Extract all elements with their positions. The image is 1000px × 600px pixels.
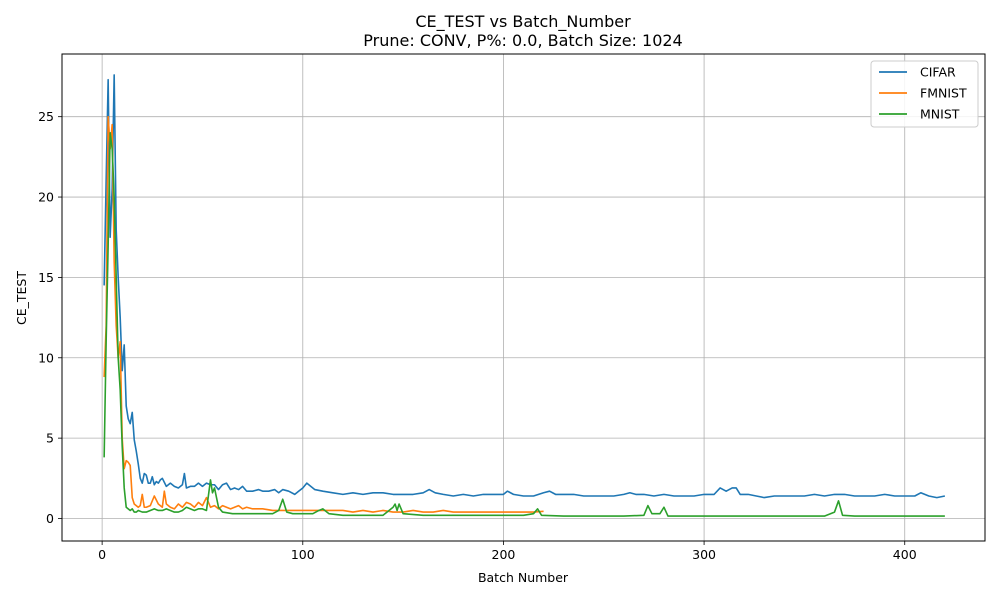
x-tick-label: 300 [692,547,716,562]
x-tick-label: 0 [98,547,106,562]
chart-title: CE_TEST vs Batch_Number [415,12,631,32]
legend-label-cifar: CIFAR [920,65,956,80]
legend: CIFAR FMNIST MNIST [870,60,979,128]
legend-label-mnist: MNIST [920,107,960,122]
x-axis-label: Batch Number [478,570,569,585]
x-tick-label: 100 [291,547,315,562]
x-tick-label: 400 [893,547,917,562]
grid-lines [62,54,985,541]
chart-subtitle: Prune: CONV, P%: 0.0, Batch Size: 1024 [363,31,682,50]
legend-label-fmnist: FMNIST [920,86,967,101]
y-tick-label: 25 [38,109,54,124]
y-axis-label: CE_TEST [14,271,29,325]
series-line-fmnist [103,115,544,513]
y-tick-label: 15 [38,270,54,285]
y-tick-label: 10 [38,350,54,365]
x-axis-ticks: 0 100 200 300 400 [98,541,917,562]
series-line-cifar [103,74,946,499]
plot-frame [61,53,986,542]
y-tick-label: 5 [46,431,54,446]
x-tick-label: 200 [492,547,516,562]
y-tick-label: 20 [38,190,54,205]
series-line-mnist [103,131,945,517]
y-tick-label: 0 [46,511,54,526]
y-axis-ticks: 0 5 10 15 20 25 [38,109,62,526]
legend-box [870,60,979,128]
series-layer [103,74,946,517]
